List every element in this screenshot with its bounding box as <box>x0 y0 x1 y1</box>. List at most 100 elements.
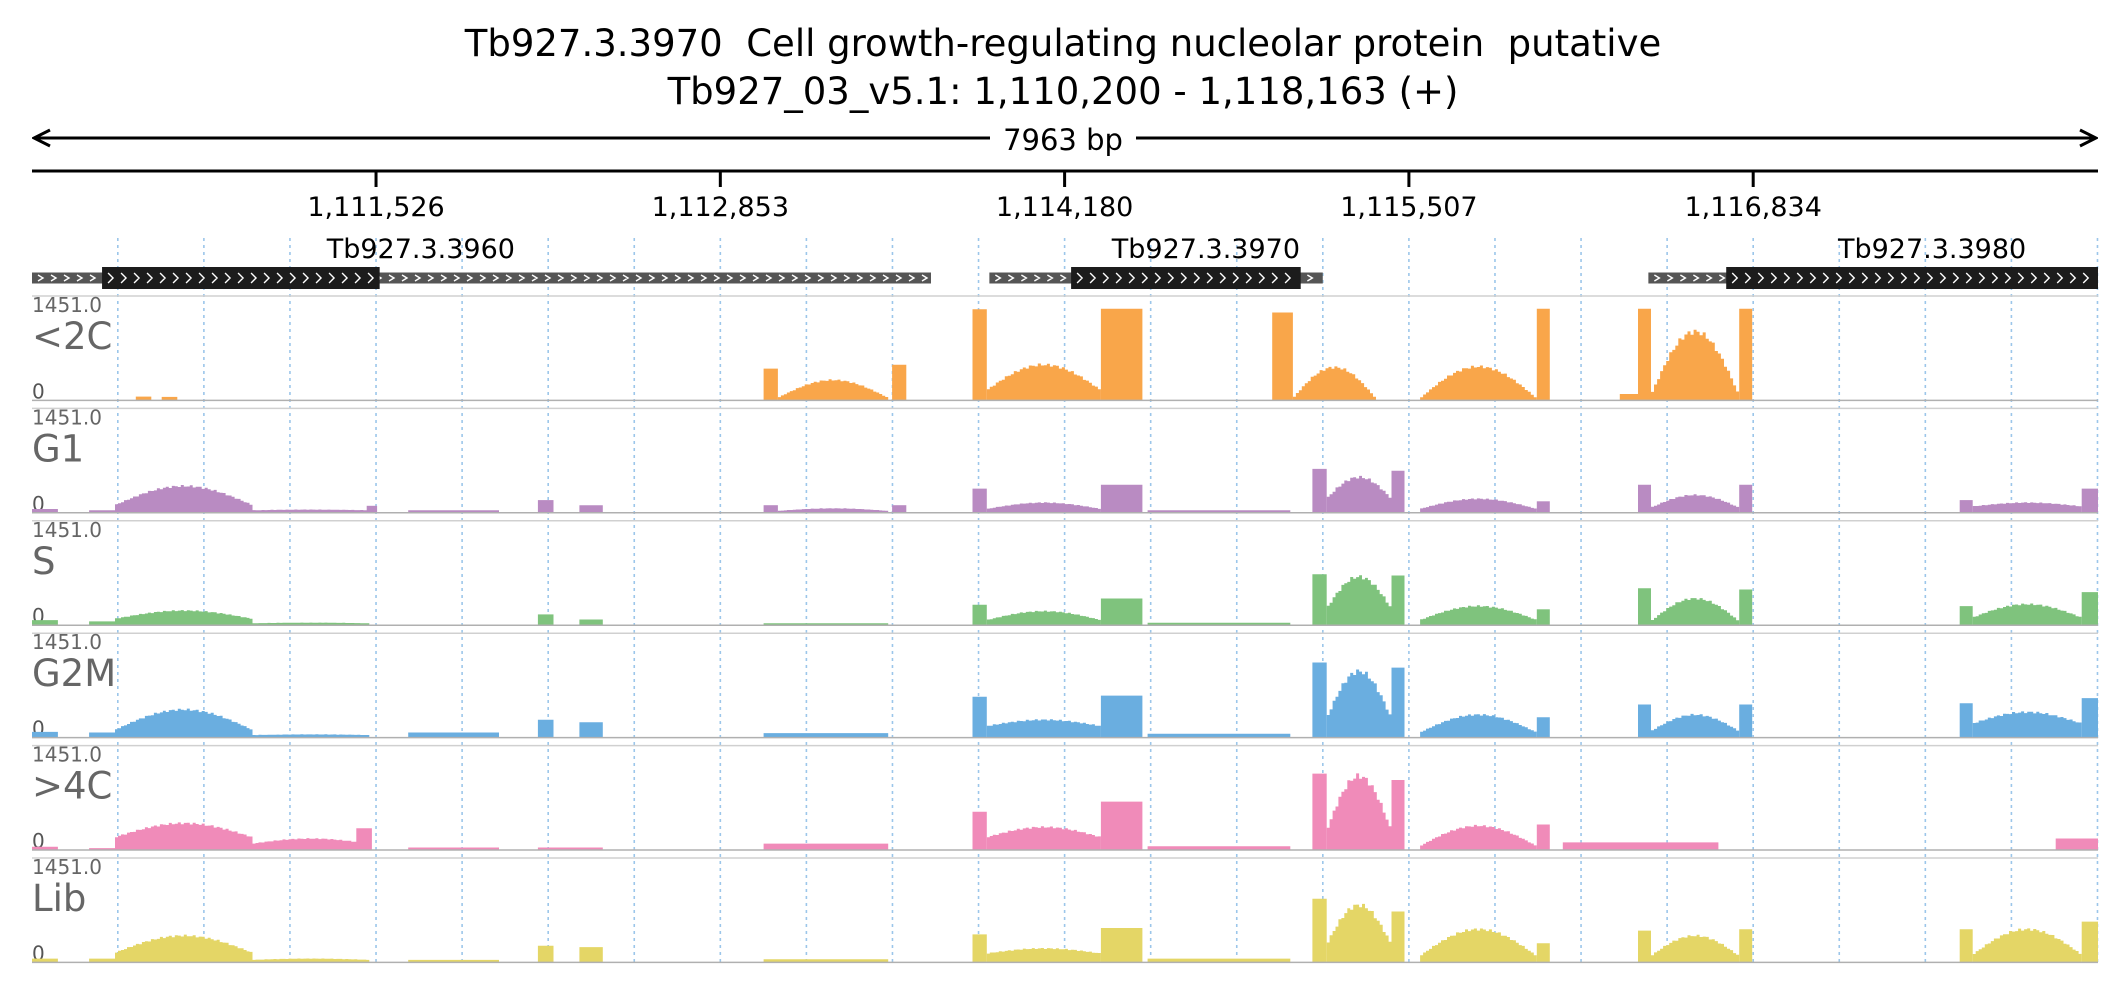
coverage-segment <box>972 604 987 626</box>
coverage-segment <box>777 379 889 401</box>
chart-title: Tb927.3.3970 Cell growth-regulating nucl… <box>464 22 1662 65</box>
chart-subtitle: Tb927_03_v5.1: 1,110,200 - 1,118,163 (+) <box>667 70 1459 113</box>
gene-model: Tb927.3.3960 <box>32 234 931 289</box>
gene-label: Tb927.3.3970 <box>1111 234 1300 265</box>
coverage-segment <box>1100 308 1143 401</box>
coverage-segment <box>2081 698 2098 738</box>
x-tick-label: 1,114,180 <box>996 192 1133 223</box>
coverage-segment <box>356 828 372 850</box>
coverage-segment <box>1739 484 1753 513</box>
coverage-segment <box>1147 958 1291 963</box>
coverage-segment <box>32 846 58 850</box>
strand-chevrons <box>107 272 375 284</box>
coverage-segment <box>252 838 370 850</box>
coverage-segment <box>2081 592 2098 626</box>
coverage-segment <box>1100 801 1143 850</box>
coverage-segment <box>1312 468 1327 513</box>
coverage-segment <box>115 610 253 626</box>
coverage-segment <box>32 731 58 738</box>
coverage-segment <box>1959 606 1973 626</box>
coverage-segment <box>1391 780 1405 850</box>
coverage-segment <box>135 396 152 401</box>
coverage-segment <box>986 948 1101 963</box>
coverage-segment <box>892 364 907 401</box>
coverage-tracks: 1451.00<2C1451.00G11451.00S1451.00G2M145… <box>32 293 2098 965</box>
coverage-segment <box>1739 589 1753 626</box>
coverage-segment <box>1312 898 1327 963</box>
track-4c: 1451.00>4C <box>32 743 2098 853</box>
coverage-segment <box>986 363 1101 401</box>
coverage-segment <box>579 947 603 963</box>
coverage-segment <box>1536 824 1550 850</box>
track-label: Lib <box>32 877 86 920</box>
track-label: G1 <box>32 427 84 470</box>
coverage-segment <box>763 368 778 401</box>
coverage-segment <box>1420 928 1537 963</box>
coverage-segment <box>252 734 370 738</box>
coverage-segment <box>1326 575 1392 626</box>
coverage-segment <box>1312 574 1327 626</box>
coverage-segment <box>1651 598 1740 626</box>
coverage-segment <box>1326 773 1392 850</box>
coverage-segment <box>763 959 889 963</box>
coverage-segment <box>1391 667 1405 738</box>
track-label: >4C <box>32 765 112 808</box>
coverage-segment <box>1326 669 1392 738</box>
coverage-segment <box>115 708 253 738</box>
x-tick-label: 1,112,853 <box>652 192 789 223</box>
gene-model: Tb927.3.3970 <box>989 234 1323 289</box>
coverage-segment <box>579 722 603 738</box>
coverage-segment <box>1972 502 2082 513</box>
track-s: 1451.00S <box>32 518 2098 628</box>
track-ymax-label: 1451.0 <box>32 293 102 317</box>
coverage-segment <box>1959 929 1973 963</box>
coverage-segment <box>1420 605 1537 626</box>
span-indicator: 7963 bp <box>34 120 2096 158</box>
coverage-segment <box>1739 929 1753 963</box>
coverage-segment <box>2081 921 2098 963</box>
coverage-segment <box>1536 501 1550 513</box>
coverage-segment <box>1100 598 1143 626</box>
track-label: S <box>32 540 56 583</box>
coverage-segment <box>32 620 58 626</box>
coverage-segment <box>537 719 554 738</box>
coverage-segment <box>252 509 370 513</box>
coverage-segment <box>115 934 253 963</box>
coverage-segment <box>972 488 987 513</box>
span-label-bg <box>990 120 1136 158</box>
coverage-segment <box>115 822 253 850</box>
gene-label: Tb927.3.3980 <box>1837 234 2026 265</box>
coverage-segment <box>89 732 115 738</box>
track-2c: 1451.0 0 <2C <box>32 293 2098 403</box>
coverage-segment <box>161 396 178 401</box>
coverage-segment <box>1100 695 1143 738</box>
coverage-segment <box>986 610 1101 626</box>
coverage-segment <box>1326 903 1392 963</box>
coverage-segment <box>986 719 1101 738</box>
coverage-segment <box>1638 704 1651 738</box>
coverage-segment <box>1972 603 2082 626</box>
coverage-segment <box>1638 588 1651 626</box>
coverage-segment <box>1100 484 1143 513</box>
gene-label: Tb927.3.3960 <box>326 234 515 265</box>
coverage-segment <box>2081 488 2098 513</box>
gene-cds <box>102 267 380 289</box>
strand-chevrons <box>1076 272 1292 284</box>
coverage-segment <box>1959 500 1973 513</box>
coverage-segment <box>1651 713 1740 738</box>
coverage-segment <box>115 485 253 513</box>
coverage-segment <box>892 505 907 513</box>
track-ymax-label: 1451.0 <box>32 630 102 654</box>
coverage-segment <box>32 958 58 963</box>
coverage-segment <box>1391 575 1405 626</box>
coverage-segment <box>1536 717 1550 738</box>
coverage-segment <box>1420 714 1537 738</box>
coverage-segment <box>1972 928 2082 963</box>
track-y0-label: 0 <box>32 379 45 403</box>
coverage-segment <box>1272 312 1293 401</box>
coverage-segment <box>252 958 370 963</box>
coverage-segment <box>1391 470 1405 513</box>
coverage-segment <box>579 619 603 626</box>
coverage-segment <box>1420 824 1537 850</box>
